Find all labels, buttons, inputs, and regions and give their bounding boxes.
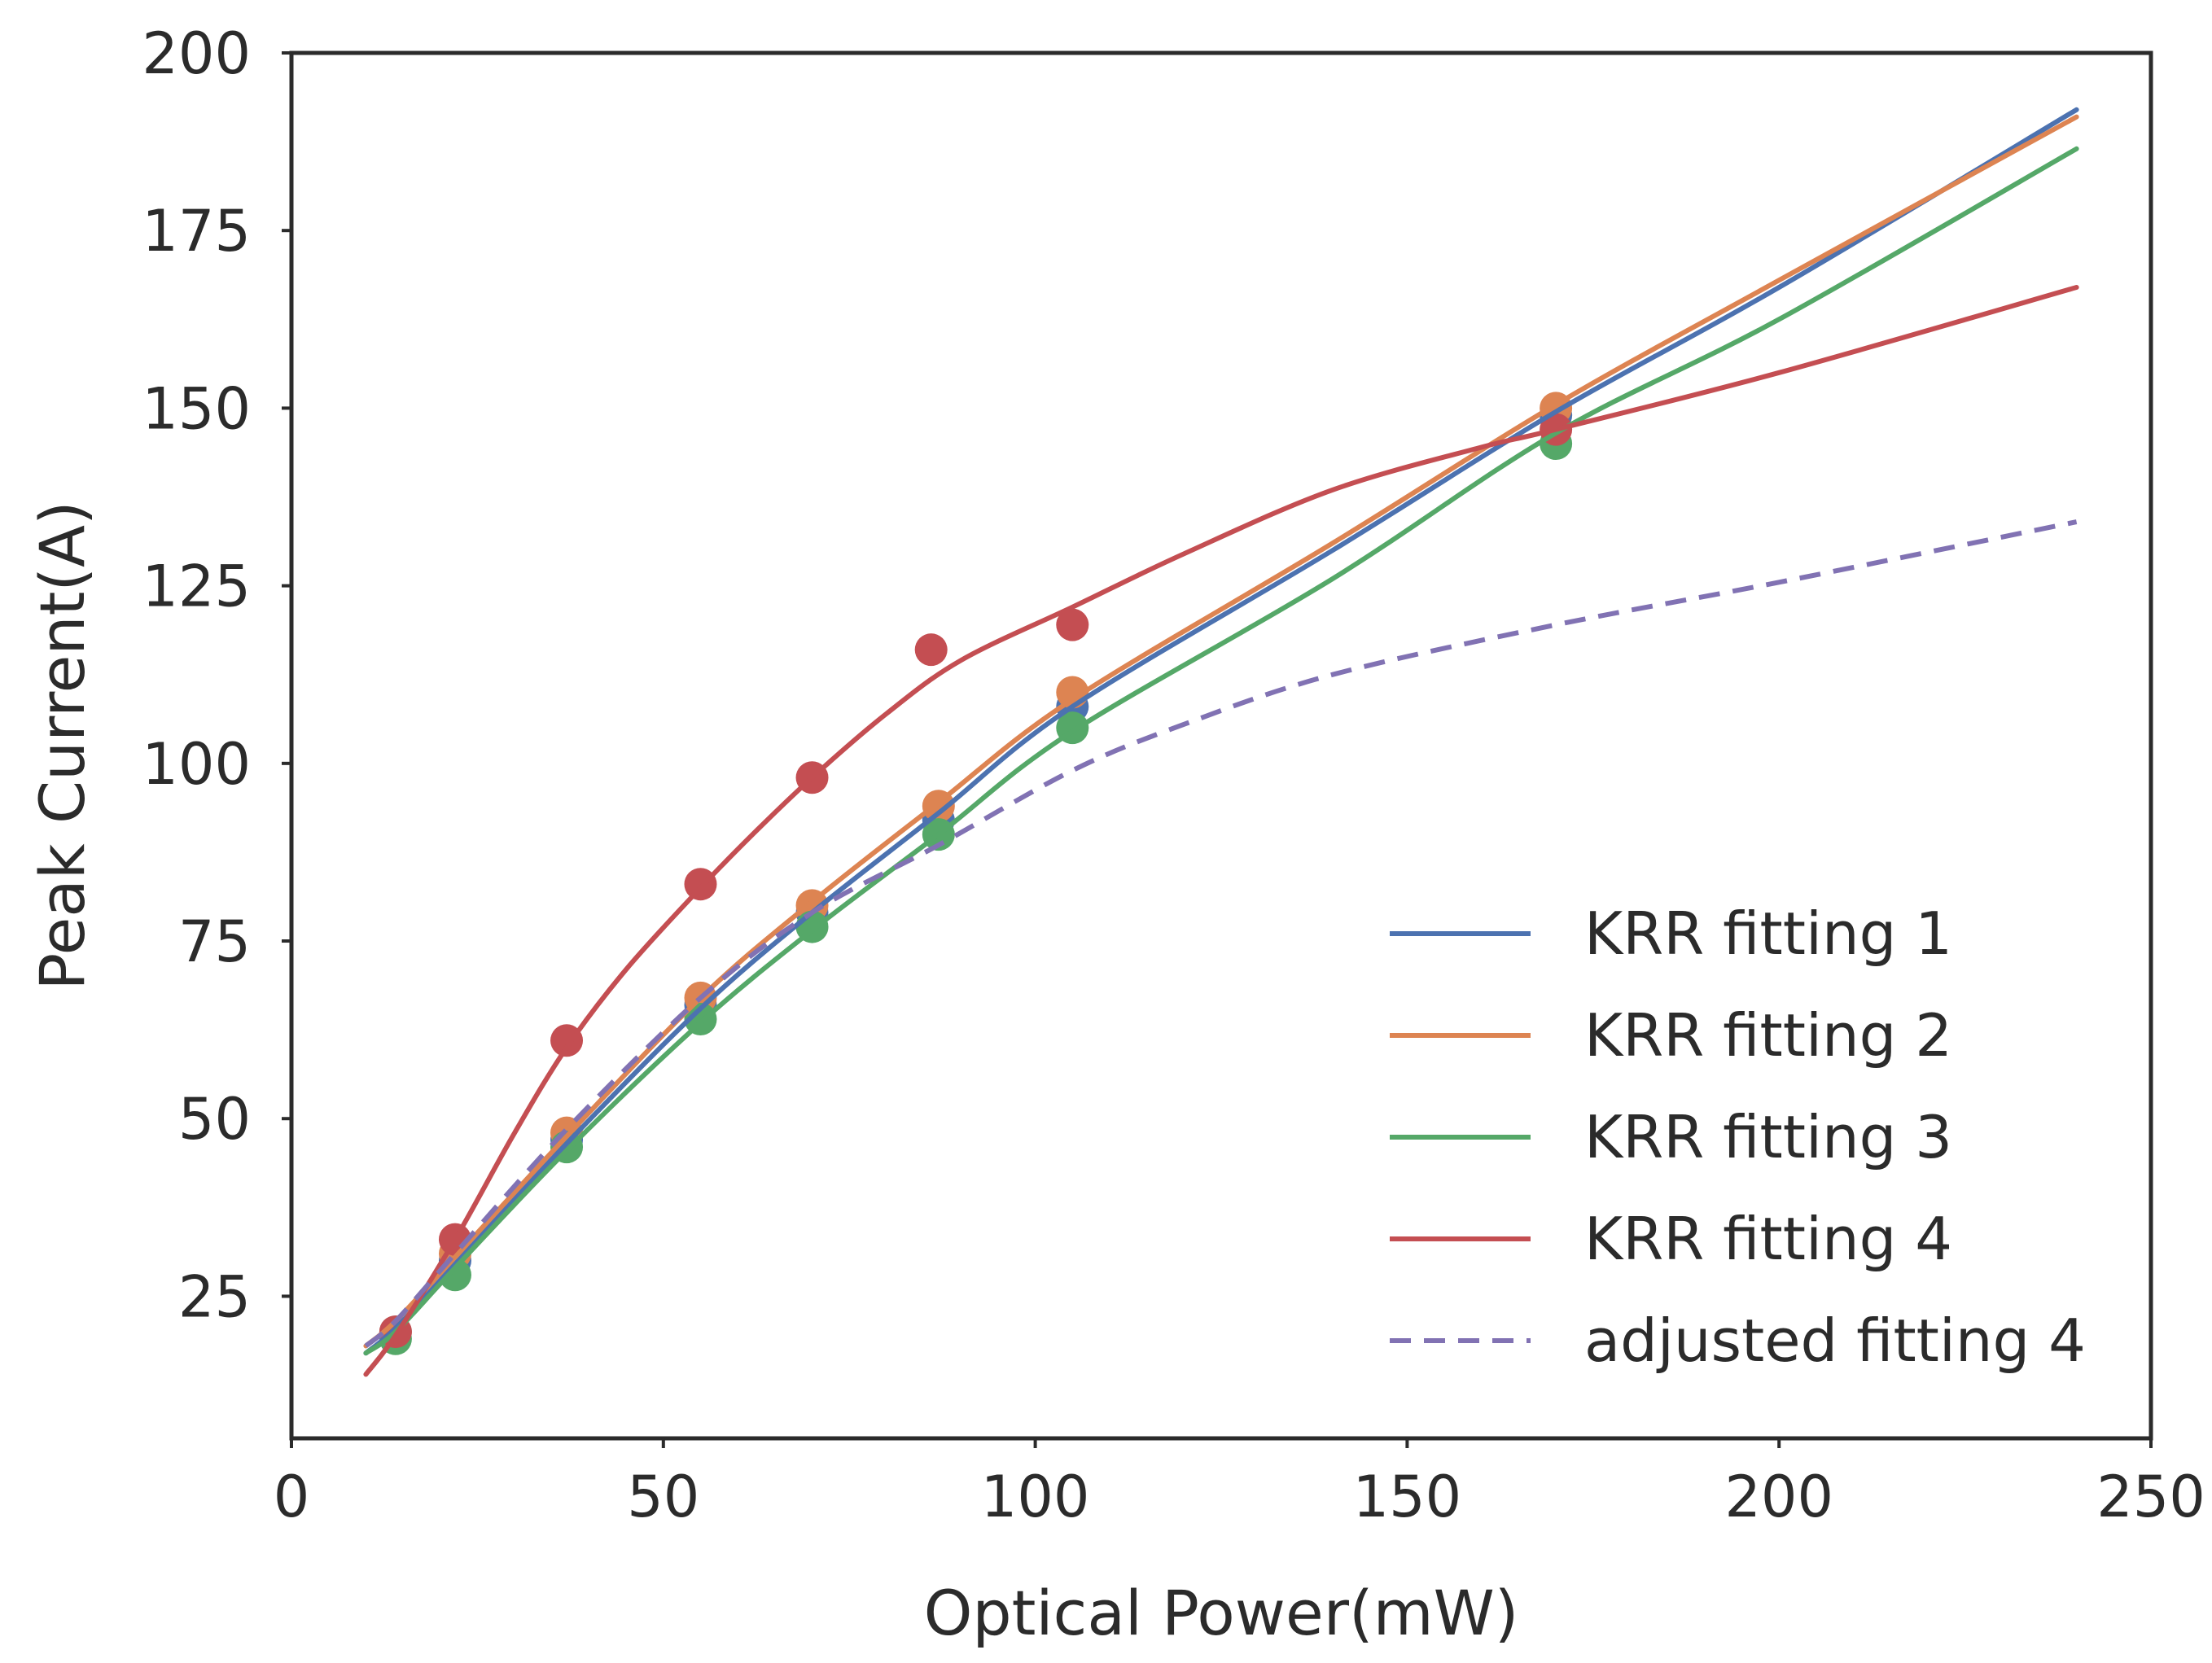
fit-line-series-2: [363, 114, 2079, 1349]
legend-label-series-3: KRR fitting 3: [1584, 1103, 1952, 1171]
y-axis-title: Peak Current(A): [26, 501, 99, 990]
legend-label-series-2: KRR fitting 2: [1584, 1001, 1952, 1070]
fit-line-series-1: [363, 107, 2079, 1356]
y-tick-label: 75: [178, 908, 251, 975]
y-tick-label: 200: [142, 20, 251, 87]
x-tick-label: 0: [274, 1464, 310, 1530]
x-tick-label: 150: [1353, 1464, 1462, 1530]
data-point-series-4: [914, 633, 948, 667]
y-tick-label: 25: [178, 1263, 251, 1330]
x-axis: 0 50 100 150 200 250: [274, 1438, 2205, 1530]
data-point-series-4: [1056, 608, 1089, 641]
legend-label-series-1: KRR fitting 1: [1584, 899, 1952, 968]
y-tick-label: 100: [142, 731, 251, 798]
x-tick-label: 100: [981, 1464, 1090, 1530]
series-layer: [363, 107, 2079, 1377]
fit-line-series-4: [363, 285, 2079, 1377]
y-tick-label: 50: [178, 1086, 251, 1153]
legend-label-series-5: adjusted fitting 4: [1584, 1306, 2086, 1375]
y-tick-label: 175: [142, 198, 251, 265]
x-tick-label: 250: [2096, 1464, 2205, 1530]
fit-lines: [363, 107, 2079, 1377]
x-tick-label: 50: [627, 1464, 699, 1530]
legend: KRR fitting 1 KRR fitting 2 KRR fitting 3 K…: [1390, 899, 2086, 1375]
x-axis-title: Optical Power(mW): [924, 1577, 1519, 1649]
fit-line-series-3: [363, 146, 2079, 1356]
y-tick-label: 150: [142, 375, 251, 442]
x-tick-label: 200: [1724, 1464, 1833, 1530]
y-tick-label: 125: [142, 554, 251, 620]
plot-frame: [289, 50, 2153, 1441]
fit-line-series-5: [364, 519, 2078, 1348]
legend-label-series-4: KRR fitting 4: [1584, 1205, 1952, 1273]
y-axis: 25 50 75 100 125 150 175 200: [142, 20, 291, 1330]
